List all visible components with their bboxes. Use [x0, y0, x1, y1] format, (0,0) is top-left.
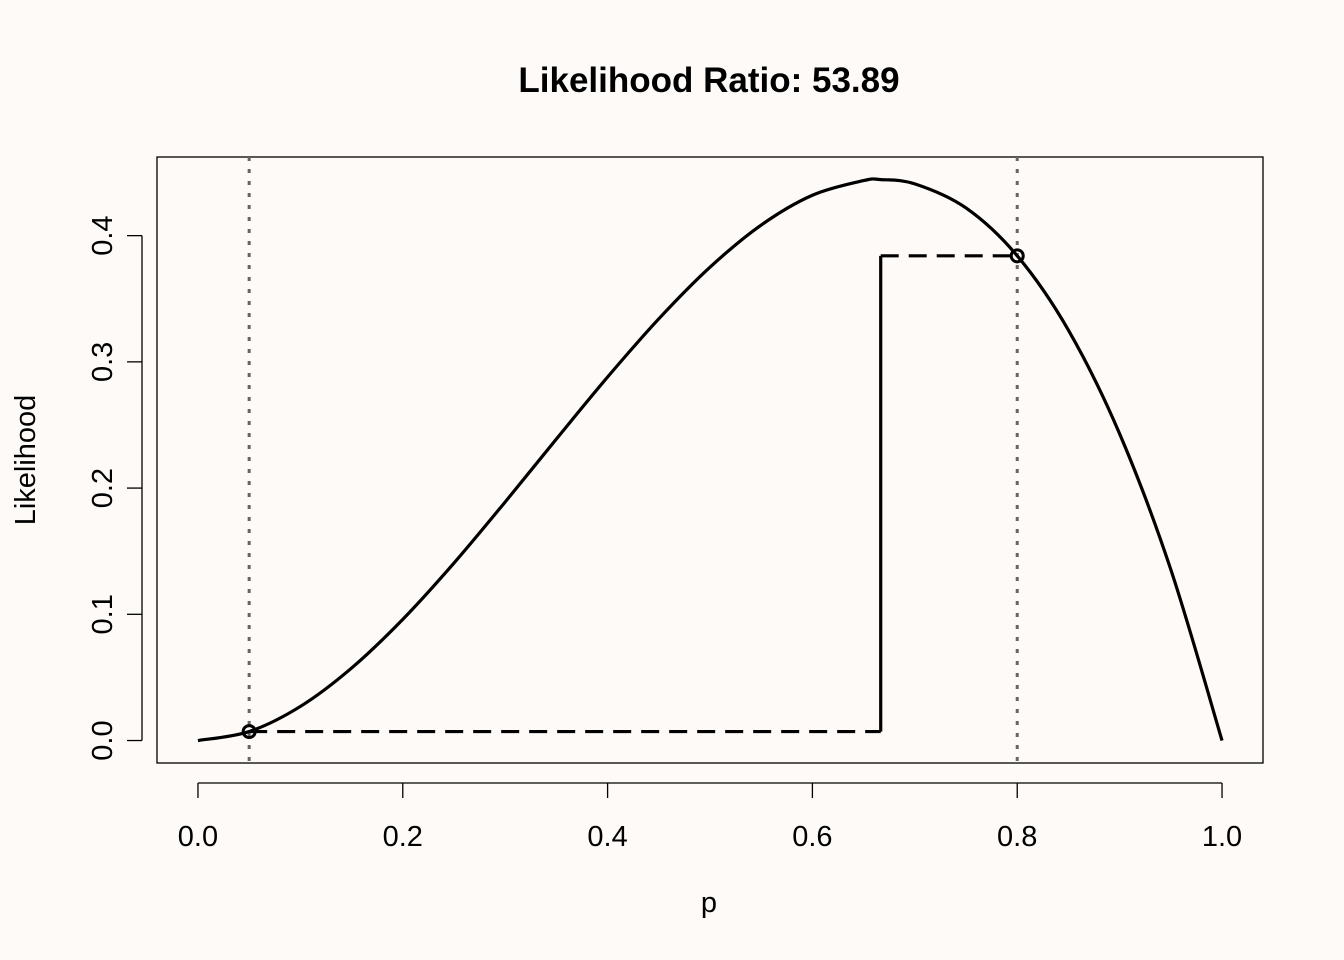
- points-group: [241, 248, 1025, 740]
- x-axis-label: p: [701, 887, 717, 919]
- y-tick-label: 0.2: [87, 468, 119, 508]
- y-tick-label: 0.0: [87, 720, 119, 760]
- chart-title: Likelihood Ratio: 53.89: [518, 61, 899, 100]
- y-tick-label: 0.3: [87, 342, 119, 382]
- y-tick-label: 0.4: [87, 215, 119, 255]
- y-axis-label: Likelihood: [10, 395, 42, 526]
- x-tick-label: 0.8: [997, 821, 1037, 853]
- plot-frame: [156, 156, 1264, 764]
- x-tick-label: 1.0: [1202, 821, 1242, 853]
- reference-lines: [247, 157, 1019, 763]
- y-axis: 0.0 0.1 0.2 0.3 0.4: [87, 215, 143, 761]
- series-group: [197, 177, 1224, 743]
- data-point: [241, 724, 257, 740]
- annotation-segments: [249, 254, 1018, 734]
- y-tick-label: 0.1: [87, 594, 119, 634]
- x-tick-label: 0.2: [383, 821, 423, 853]
- x-tick-label: 0.6: [792, 821, 832, 853]
- likelihood-curve: [197, 177, 1224, 743]
- x-tick-label: 0.4: [587, 821, 627, 853]
- data-point: [1009, 248, 1025, 264]
- x-axis: 0.0 0.2 0.4 0.6 0.8 1.0: [178, 782, 1242, 853]
- x-tick-label: 0.0: [178, 821, 218, 853]
